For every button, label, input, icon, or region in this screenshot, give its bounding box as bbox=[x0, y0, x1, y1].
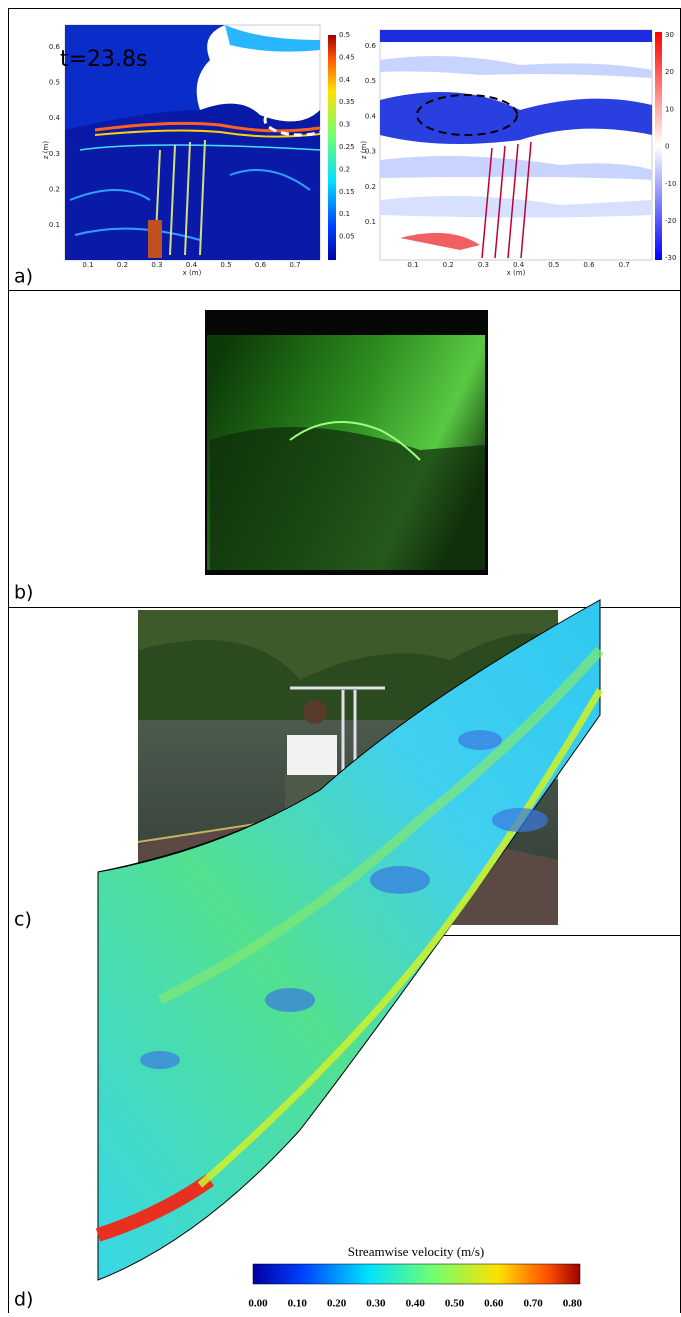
colorbar-tick: 0.45 bbox=[339, 53, 355, 61]
colorbar-tick: 0.50 bbox=[445, 1298, 465, 1310]
x-tick-label: 0.6 bbox=[583, 261, 595, 269]
y-tick-label: 0.5 bbox=[365, 77, 376, 85]
x-axis-label: x (m) bbox=[507, 269, 526, 277]
x-tick-label: 0.1 bbox=[407, 261, 418, 269]
colorbar-tick: 0.20 bbox=[327, 1298, 347, 1310]
colorbar-tick: 0.70 bbox=[523, 1298, 543, 1310]
colorbar-tick: -30 bbox=[665, 254, 676, 262]
panel-label: c) bbox=[14, 909, 32, 931]
x-tick-label: 0.2 bbox=[117, 261, 128, 269]
colorbar-tick: 0.1 bbox=[339, 210, 350, 218]
y-axis-label: z (m) bbox=[360, 141, 368, 159]
colorbar-tick: 0.35 bbox=[339, 98, 355, 106]
annotation: t=23.8s bbox=[60, 47, 148, 72]
x-tick-label: 0.7 bbox=[619, 261, 630, 269]
y-tick-label: 0.4 bbox=[365, 112, 377, 120]
colorbar-tick: 0.05 bbox=[339, 233, 355, 241]
colorbar-tick: 0.2 bbox=[339, 165, 350, 173]
colorbar-tick: 0.10 bbox=[288, 1298, 308, 1310]
colorbar-tick: 0.80 bbox=[563, 1298, 583, 1310]
colorbar-tick: 0.30 bbox=[366, 1298, 386, 1310]
laser-image bbox=[205, 310, 488, 575]
colorbar-title: Streamwise velocity (m/s) bbox=[348, 1244, 484, 1259]
y-tick-label: 0.3 bbox=[49, 150, 60, 158]
colorbar-tick: -20 bbox=[665, 217, 676, 225]
page: {"panels": [ {"label": "a)", "annotation… bbox=[0, 0, 681, 1313]
y-axis-label: z (m) bbox=[42, 141, 50, 159]
x-tick-label: 0.4 bbox=[513, 261, 525, 269]
y-tick-label: 0.1 bbox=[49, 221, 60, 229]
colorbar-tick: -10 bbox=[665, 180, 676, 188]
y-tick-label: 0.2 bbox=[365, 183, 376, 191]
colorbar-tick: 30 bbox=[665, 31, 674, 39]
y-tick-label: 0.5 bbox=[49, 79, 60, 87]
x-tick-label: 0.1 bbox=[82, 261, 93, 269]
right-plot bbox=[380, 30, 662, 260]
colorbar-tick: 0.40 bbox=[406, 1298, 426, 1310]
x-tick-label: 0.5 bbox=[220, 261, 231, 269]
colorbar-tick: 0.60 bbox=[484, 1298, 504, 1310]
colorbar-tick: 0.4 bbox=[339, 76, 351, 84]
x-tick-label: 0.7 bbox=[289, 261, 300, 269]
colorbar-tick: 0.15 bbox=[339, 188, 355, 196]
x-tick-label: 0.5 bbox=[548, 261, 559, 269]
x-tick-label: 0.3 bbox=[151, 261, 162, 269]
x-tick-label: 0.2 bbox=[443, 261, 454, 269]
x-tick-label: 0.3 bbox=[478, 261, 489, 269]
panel-label: b) bbox=[14, 582, 33, 604]
colorbar-tick: 0.5 bbox=[339, 31, 350, 39]
colorbar-tick: 0.00 bbox=[248, 1298, 268, 1310]
panel-label: a) bbox=[14, 266, 33, 288]
y-tick-label: 0.1 bbox=[365, 218, 376, 226]
y-tick-label: 0.2 bbox=[49, 185, 60, 193]
x-tick-label: 0.6 bbox=[255, 261, 267, 269]
x-tick-label: 0.4 bbox=[186, 261, 198, 269]
colorbar-tick: 10 bbox=[665, 105, 674, 113]
y-tick-label: 0.6 bbox=[49, 43, 61, 51]
panel-label: d) bbox=[14, 1289, 33, 1311]
y-tick-label: 0.6 bbox=[365, 42, 377, 50]
y-tick-label: 0.4 bbox=[49, 114, 61, 122]
colorbar-tick: 0.25 bbox=[339, 143, 355, 151]
colorbar-tick: 0 bbox=[665, 143, 669, 151]
colorbar-tick: 20 bbox=[665, 68, 674, 76]
colorbar-tick: 0.3 bbox=[339, 121, 350, 129]
figure: t=23.8s Streamwise velocity (m/s) a) b) c)… bbox=[0, 0, 681, 1313]
x-axis-label: x (m) bbox=[183, 269, 202, 277]
